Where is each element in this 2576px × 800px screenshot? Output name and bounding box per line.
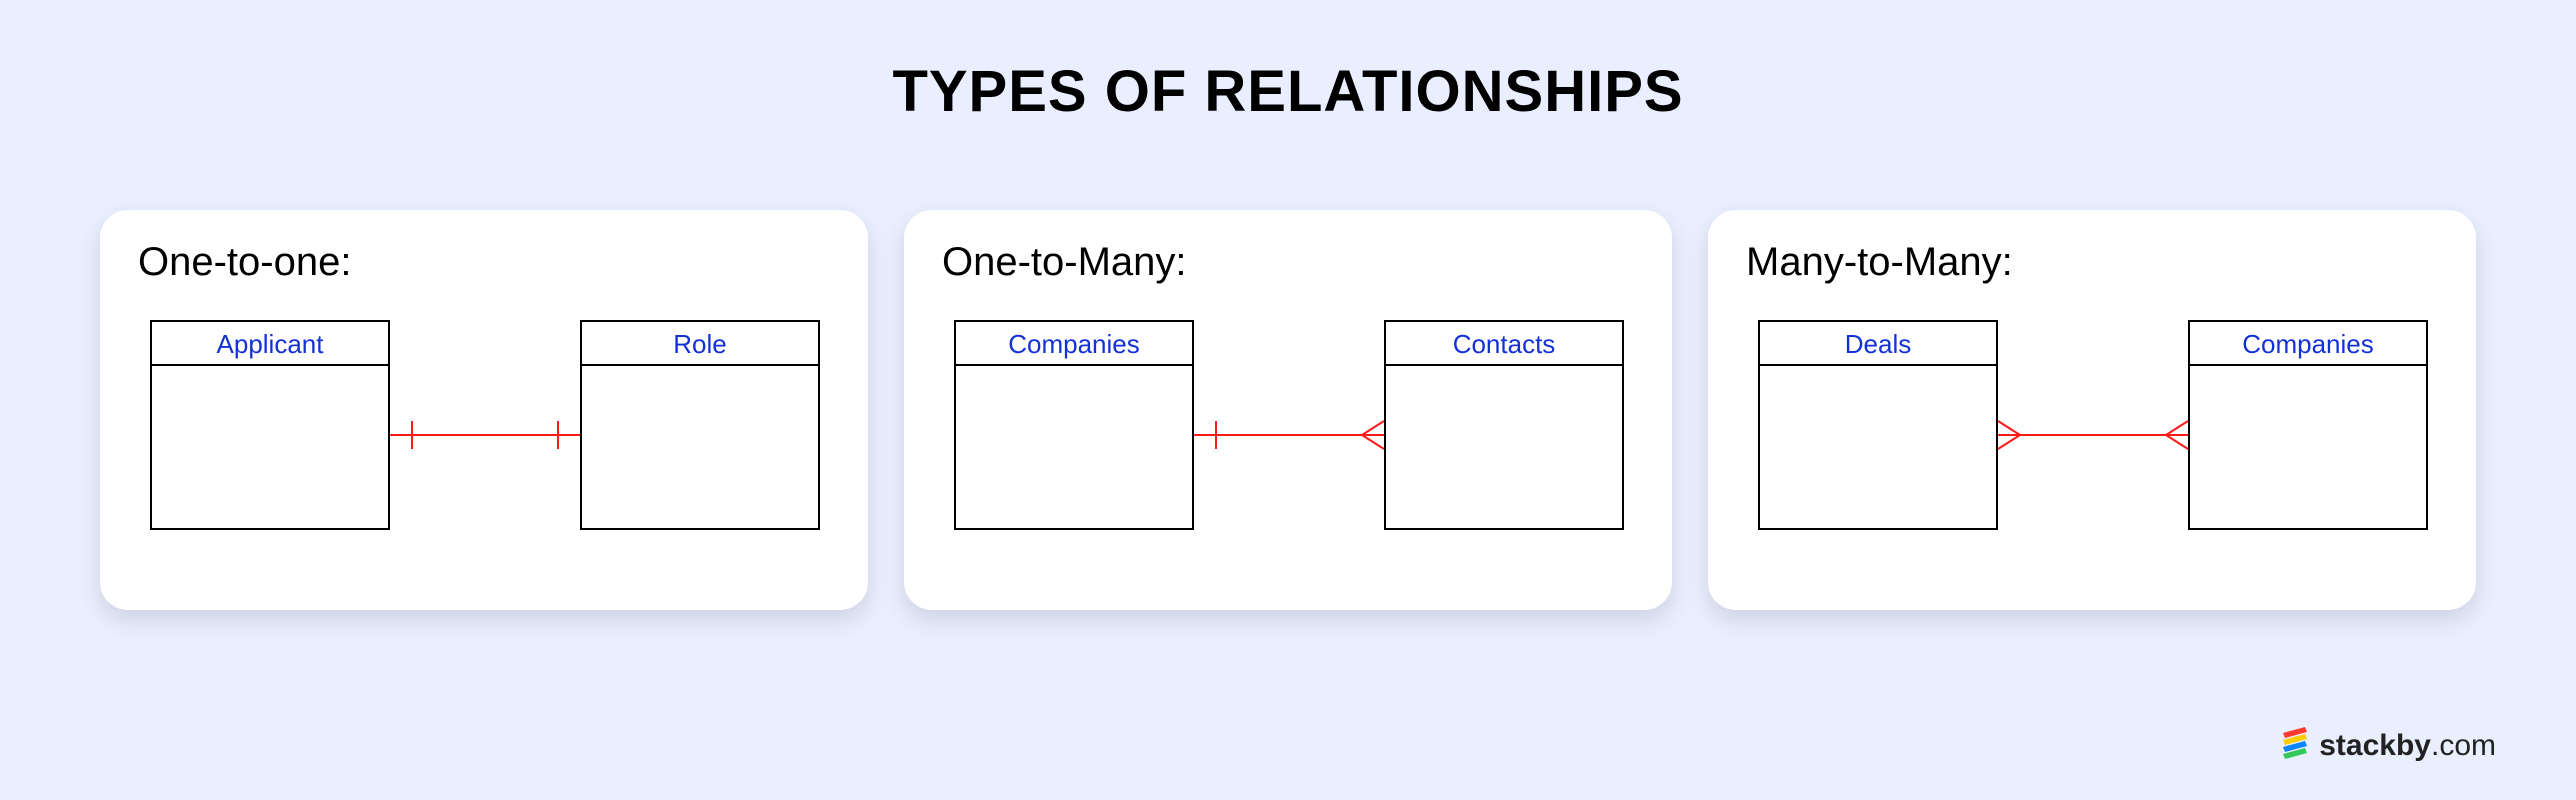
brand-name: stackby — [2319, 729, 2431, 762]
relationship-connector — [904, 210, 1672, 610]
relationship-panel-many-to-many: Many-to-Many:DealsCompanies — [1708, 210, 2476, 610]
relationship-panel-one-to-one: One-to-one:ApplicantRole — [100, 210, 868, 610]
relationship-panel-one-to-many: One-to-Many:CompaniesContacts — [904, 210, 1672, 610]
stackby-logo-icon — [2277, 725, 2313, 766]
relationship-connector — [1708, 210, 2476, 610]
brand-text: stackby.com — [2319, 729, 2496, 763]
brand-attribution: stackby.com — [2277, 725, 2496, 766]
relationship-connector — [100, 210, 868, 610]
panels-row: One-to-one:ApplicantRoleOne-to-Many:Comp… — [100, 210, 2476, 630]
page-title: TYPES OF RELATIONSHIPS — [0, 58, 2576, 125]
brand-suffix: .com — [2431, 729, 2496, 762]
diagram-canvas: TYPES OF RELATIONSHIPS One-to-one:Applic… — [0, 0, 2576, 800]
